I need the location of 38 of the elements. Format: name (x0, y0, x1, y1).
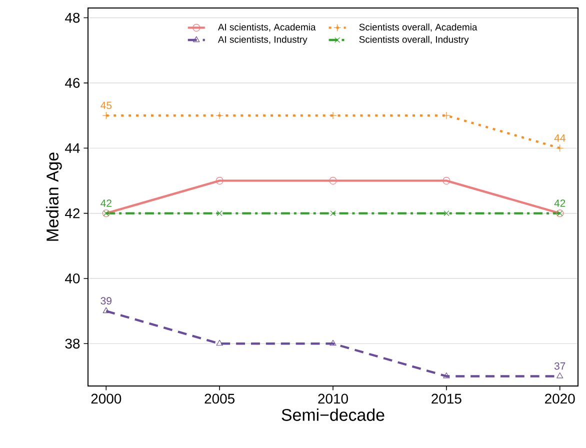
y-axis-title: Median Age (46, 152, 62, 241)
x-tick-label: 2015 (432, 394, 462, 404)
y-tick-label: 40 (65, 274, 80, 284)
y-tick-label: 46 (65, 78, 80, 88)
data-label: 45 (100, 102, 112, 110)
data-label: 37 (554, 362, 566, 370)
x-tick-label: 2000 (91, 394, 122, 404)
point (443, 372, 450, 378)
legend-label: Scientists overall, Academia (359, 24, 478, 32)
point (556, 144, 564, 152)
y-tick-label: 44 (65, 143, 80, 153)
x-axis-title: Semi−decade (282, 408, 384, 421)
point (444, 210, 450, 216)
x-tick-label: 2020 (545, 394, 575, 404)
legend-label: AI scientists, Academia (218, 24, 316, 32)
x-tick-label: 2005 (204, 394, 234, 404)
point (216, 176, 224, 184)
point (102, 307, 110, 314)
point (216, 210, 222, 216)
point (330, 340, 336, 346)
data-label: 44 (554, 134, 566, 142)
point (329, 112, 337, 120)
x-tick-label: 2010 (318, 394, 348, 404)
point (102, 112, 110, 120)
point (556, 372, 564, 378)
y-tick-label: 38 (65, 338, 80, 349)
data-label: 39 (100, 297, 112, 305)
legend-label: AI scientists, Industry (218, 36, 308, 45)
point (216, 340, 223, 346)
legend-label: Scientists overall, Industry (359, 36, 469, 45)
point (330, 210, 336, 216)
data-label: 42 (554, 199, 566, 207)
y-tick-label: 42 (65, 208, 80, 218)
data-label: 42 (100, 199, 112, 207)
y-tick-label: 48 (65, 12, 80, 23)
point (216, 112, 224, 120)
point (329, 176, 337, 184)
point (442, 176, 450, 184)
